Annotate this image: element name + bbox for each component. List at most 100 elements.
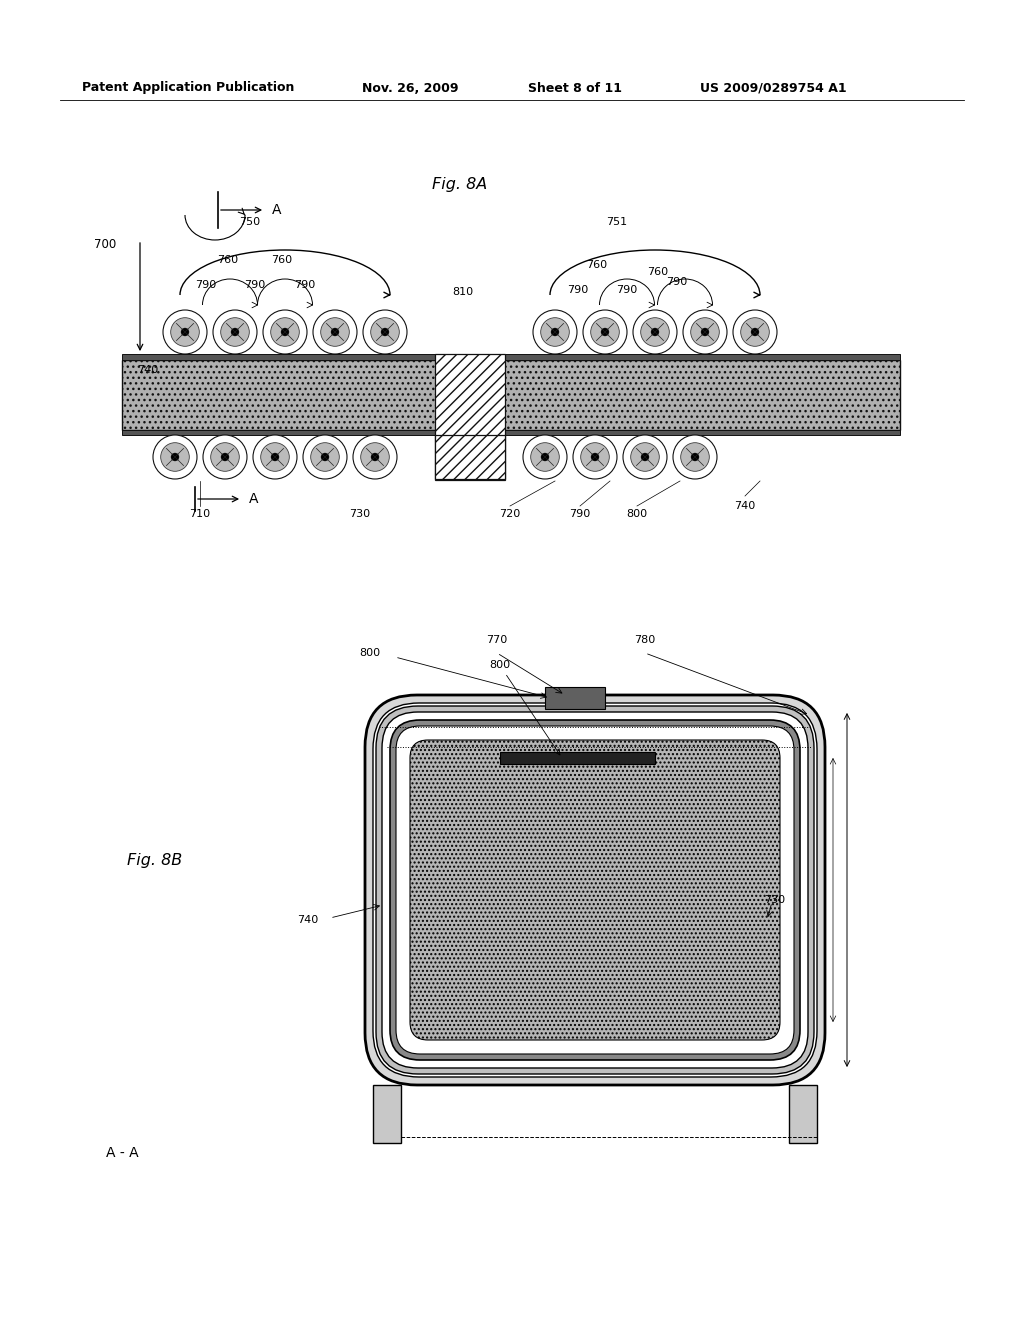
Text: 790: 790: [245, 280, 265, 290]
FancyBboxPatch shape: [382, 711, 808, 1068]
Text: 790: 790: [294, 280, 315, 290]
Circle shape: [271, 453, 279, 461]
Circle shape: [601, 329, 609, 337]
Text: 740: 740: [137, 366, 159, 375]
Circle shape: [353, 436, 397, 479]
Circle shape: [633, 310, 677, 354]
Text: 760: 760: [647, 267, 669, 277]
Text: 800: 800: [627, 510, 647, 519]
FancyBboxPatch shape: [376, 706, 814, 1074]
Text: Fig. 8B: Fig. 8B: [127, 853, 182, 867]
Circle shape: [321, 318, 349, 346]
Text: A - A: A - A: [105, 1146, 138, 1160]
Circle shape: [362, 310, 407, 354]
Circle shape: [534, 310, 577, 354]
Circle shape: [281, 329, 289, 337]
Text: 760: 760: [217, 255, 239, 265]
Text: 751: 751: [606, 216, 628, 227]
Bar: [373, 1085, 401, 1143]
Text: Fig. 8A: Fig. 8A: [432, 177, 487, 193]
Circle shape: [541, 453, 549, 461]
Circle shape: [683, 310, 727, 354]
Circle shape: [381, 329, 389, 337]
Circle shape: [583, 310, 627, 354]
Circle shape: [263, 310, 307, 354]
Circle shape: [331, 329, 339, 337]
Circle shape: [573, 436, 617, 479]
Circle shape: [221, 453, 229, 461]
Circle shape: [310, 442, 339, 471]
FancyBboxPatch shape: [410, 741, 780, 1040]
Circle shape: [261, 442, 290, 471]
Text: 710: 710: [189, 510, 211, 519]
Circle shape: [171, 453, 179, 461]
Circle shape: [171, 318, 200, 346]
Text: 760: 760: [271, 255, 293, 265]
Circle shape: [541, 318, 569, 346]
Circle shape: [303, 436, 347, 479]
Text: Patent Application Publication: Patent Application Publication: [82, 82, 294, 95]
Text: 740: 740: [734, 502, 756, 511]
Text: 740: 740: [297, 915, 318, 925]
Text: 800: 800: [489, 660, 511, 671]
Text: 780: 780: [635, 635, 655, 645]
Circle shape: [322, 453, 329, 461]
Text: 790: 790: [616, 285, 638, 294]
Text: US 2009/0289754 A1: US 2009/0289754 A1: [700, 82, 847, 95]
Text: Sheet 8 of 11: Sheet 8 of 11: [528, 82, 622, 95]
Text: A: A: [272, 203, 282, 216]
Text: 790: 790: [667, 277, 688, 286]
Circle shape: [203, 436, 247, 479]
Circle shape: [163, 310, 207, 354]
Circle shape: [530, 442, 559, 471]
Circle shape: [270, 318, 299, 346]
Text: 810: 810: [453, 286, 473, 297]
Circle shape: [523, 436, 567, 479]
FancyBboxPatch shape: [390, 719, 800, 1060]
Circle shape: [211, 442, 240, 471]
Circle shape: [691, 318, 719, 346]
Circle shape: [701, 329, 709, 337]
Circle shape: [371, 453, 379, 461]
Text: 720: 720: [500, 510, 520, 519]
Circle shape: [161, 442, 189, 471]
Bar: [122, 430, 900, 436]
Circle shape: [253, 436, 297, 479]
Text: 790: 790: [567, 285, 589, 294]
Text: Nov. 26, 2009: Nov. 26, 2009: [362, 82, 459, 95]
Circle shape: [740, 318, 769, 346]
Text: 760: 760: [587, 260, 607, 271]
FancyBboxPatch shape: [365, 696, 825, 1085]
Circle shape: [153, 436, 197, 479]
Text: 730: 730: [765, 895, 785, 906]
FancyBboxPatch shape: [396, 726, 794, 1053]
Circle shape: [360, 442, 389, 471]
Circle shape: [551, 329, 559, 337]
Circle shape: [591, 318, 620, 346]
Text: 790: 790: [569, 510, 591, 519]
Text: 750: 750: [240, 216, 260, 227]
Circle shape: [313, 310, 357, 354]
FancyBboxPatch shape: [373, 704, 817, 1077]
Text: 790: 790: [196, 280, 217, 290]
Text: 730: 730: [349, 510, 371, 519]
Bar: [122, 360, 900, 430]
Circle shape: [673, 436, 717, 479]
Bar: [790, 1085, 817, 1143]
Bar: [435, 436, 505, 479]
Circle shape: [751, 329, 759, 337]
Text: 800: 800: [359, 648, 381, 657]
Circle shape: [631, 442, 659, 471]
Circle shape: [641, 453, 649, 461]
Circle shape: [581, 442, 609, 471]
Circle shape: [681, 442, 710, 471]
Circle shape: [623, 436, 667, 479]
Bar: [545, 686, 605, 709]
Circle shape: [591, 453, 599, 461]
Circle shape: [181, 329, 189, 337]
Text: 770: 770: [486, 635, 508, 645]
Bar: [435, 354, 505, 480]
Circle shape: [691, 453, 699, 461]
Text: A: A: [249, 492, 258, 506]
Circle shape: [371, 318, 399, 346]
